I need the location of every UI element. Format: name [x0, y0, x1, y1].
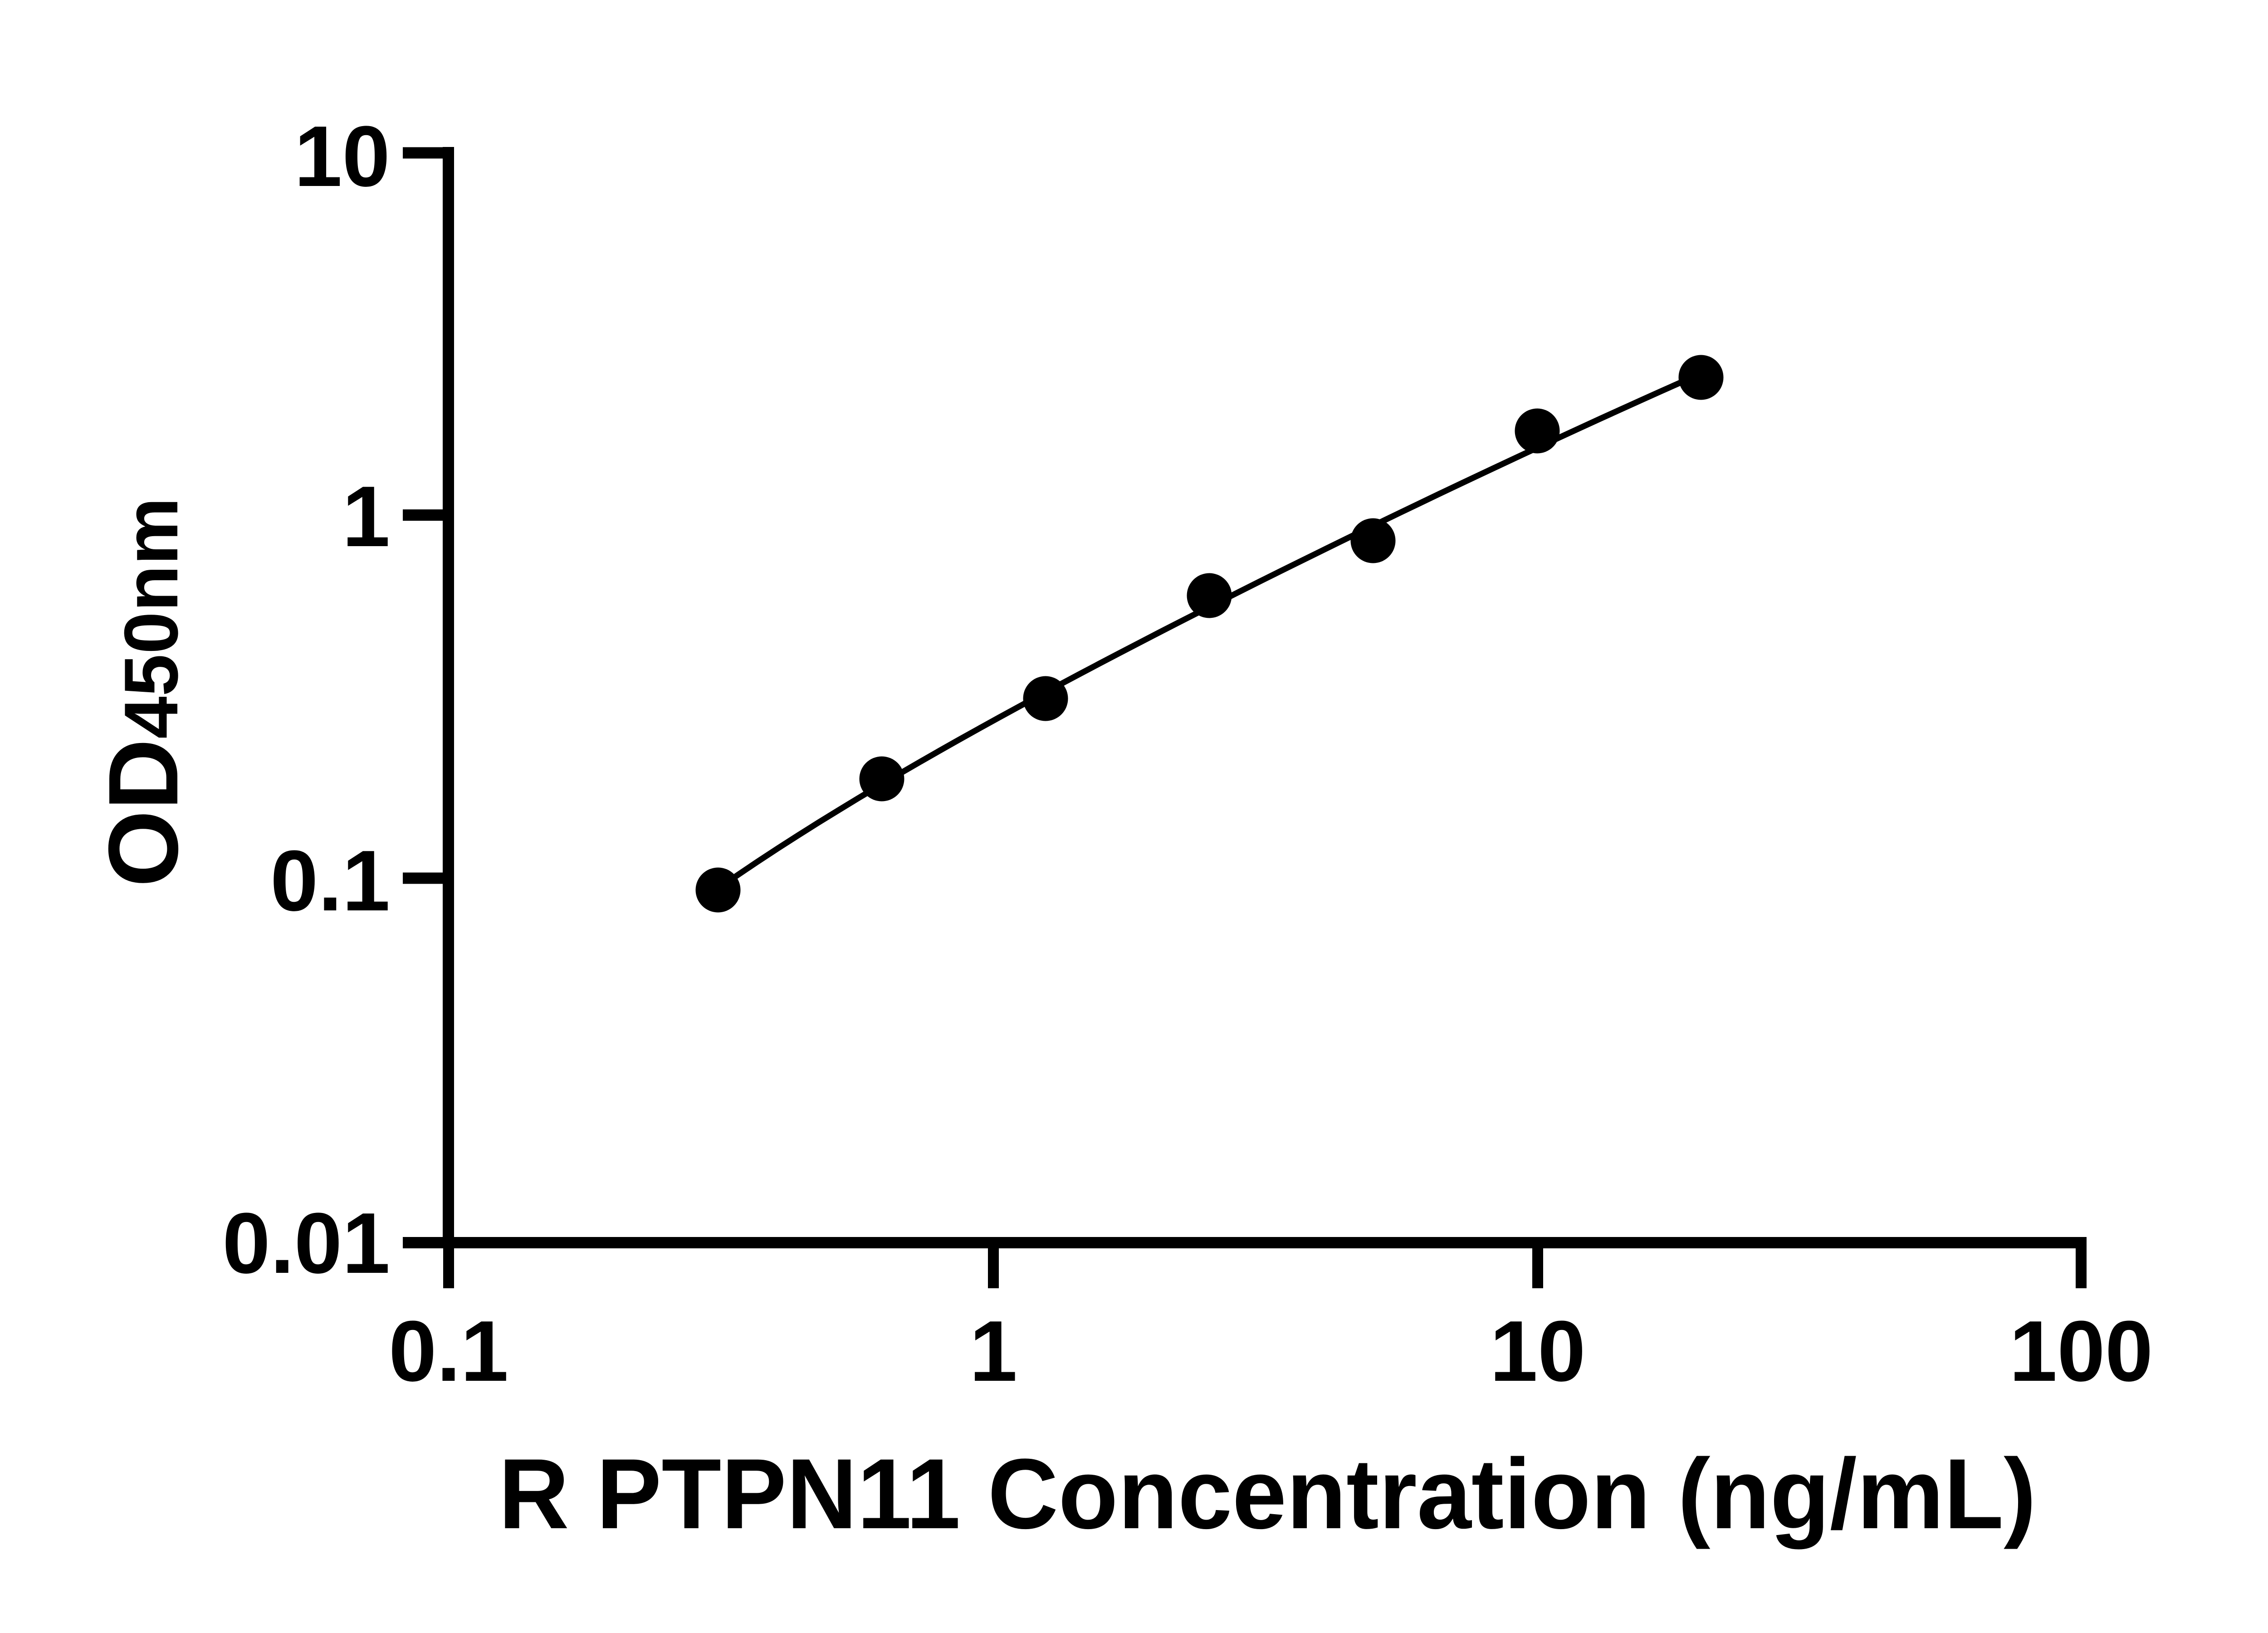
svg-text:0.1: 0.1 — [389, 1303, 508, 1399]
svg-text:0.1: 0.1 — [270, 833, 390, 929]
svg-text:1: 1 — [969, 1303, 1017, 1399]
svg-text:1: 1 — [342, 469, 390, 565]
svg-text:100: 100 — [2009, 1303, 2153, 1399]
svg-text:R PTPN11 Concentration (ng/mL): R PTPN11 Concentration (ng/mL) — [499, 1438, 2036, 1550]
svg-text:OD450nm: OD450nm — [88, 497, 199, 887]
svg-text:0.01: 0.01 — [222, 1195, 390, 1291]
svg-text:10: 10 — [294, 108, 390, 205]
svg-text:10: 10 — [1490, 1303, 1585, 1399]
